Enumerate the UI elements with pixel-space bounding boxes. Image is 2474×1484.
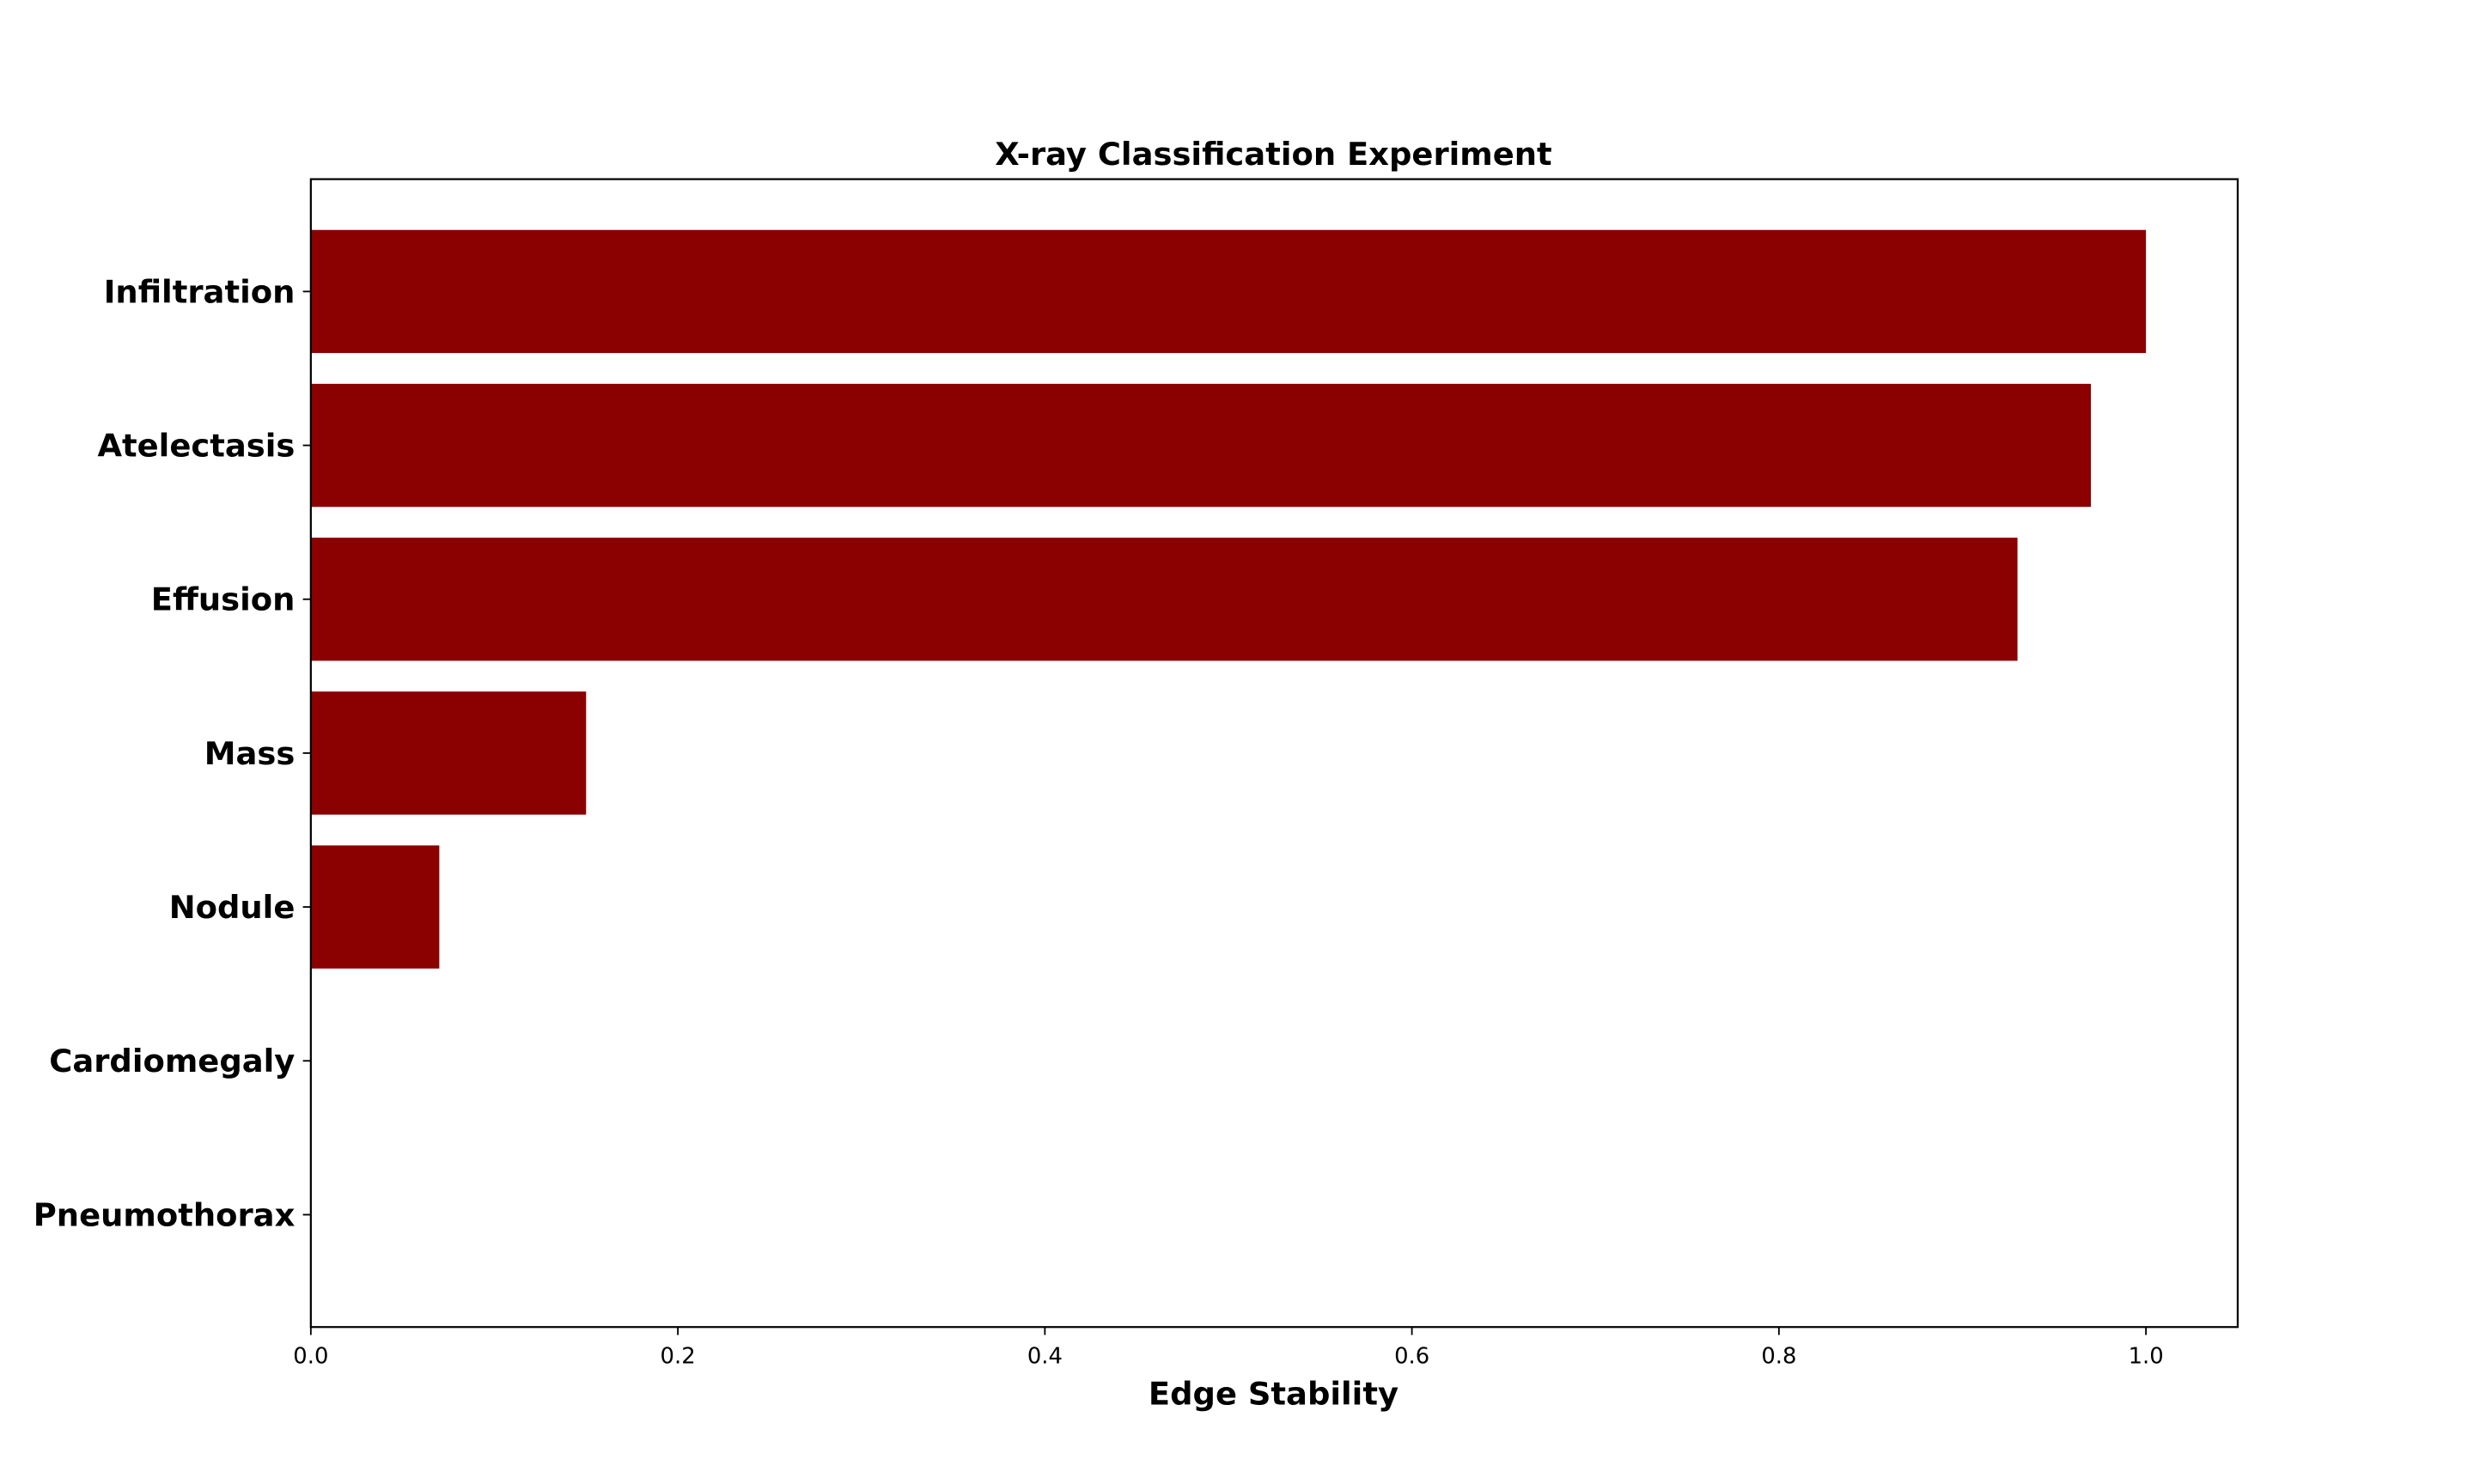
y-tick-label: Pneumothorax: [34, 1196, 296, 1233]
x-tick-label: 0.6: [1394, 1344, 1429, 1370]
bar: [310, 383, 2092, 508]
bar: [310, 538, 2018, 661]
x-tick-label: 0.2: [661, 1344, 696, 1370]
y-tick-label: Effusion: [151, 581, 296, 618]
y-tick-label: Nodule: [169, 889, 296, 926]
y-tick-label: Cardiomegaly: [49, 1043, 295, 1080]
bar: [310, 845, 440, 969]
x-tick-label: 0.0: [293, 1344, 328, 1370]
x-tick-label: 0.4: [1027, 1344, 1063, 1370]
y-tick-label: Infiltration: [104, 273, 296, 310]
bar: [310, 691, 587, 815]
y-tick-label: Mass: [204, 735, 296, 772]
x-tick-label: 0.8: [1761, 1344, 1796, 1370]
x-axis-label: Edge Stability: [1149, 1376, 1398, 1413]
x-tick-label: 1.0: [2129, 1344, 2164, 1370]
bar: [310, 229, 2147, 354]
chart-title: X-ray Classification Experiment: [995, 136, 1552, 173]
y-tick-label: Atelectasis: [97, 428, 295, 465]
plot-frame: [309, 178, 2239, 1329]
